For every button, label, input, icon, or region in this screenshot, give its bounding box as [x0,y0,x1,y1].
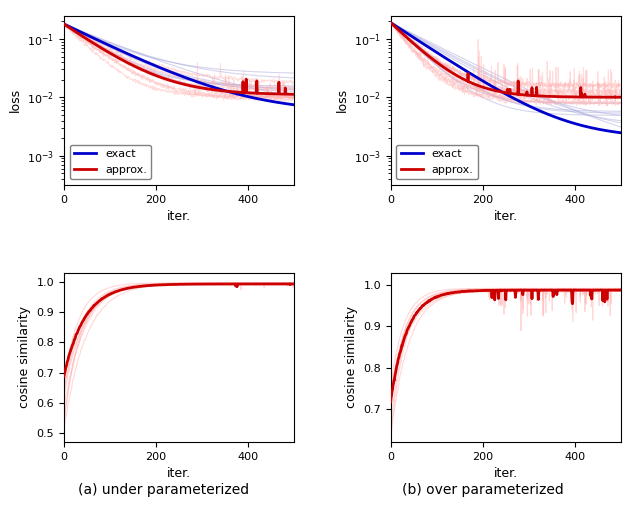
Y-axis label: cosine similarity: cosine similarity [345,306,358,408]
exact [290,101,298,108]
exact [248,95,256,101]
exact [524,102,531,108]
exact [511,96,519,102]
Y-axis label: loss: loss [9,88,22,112]
approx. [611,94,619,100]
approx. [575,94,583,100]
approx. [284,91,292,97]
approx. [60,21,68,27]
approx. [496,88,504,95]
X-axis label: iter.: iter. [167,210,191,223]
exact [284,101,292,107]
exact [616,129,624,136]
exact [60,21,68,27]
Legend: exact, approx.: exact, approx. [396,145,478,179]
X-axis label: iter.: iter. [493,210,518,223]
exact [611,129,619,135]
Y-axis label: loss: loss [335,88,348,112]
approx. [169,78,177,84]
exact [169,70,177,76]
exact [497,88,505,95]
approx. [248,90,256,96]
exact [197,80,205,86]
Line: exact: exact [64,24,294,105]
approx. [290,91,298,97]
Legend: exact, approx.: exact, approx. [70,145,152,179]
approx. [616,94,624,100]
Y-axis label: cosine similarity: cosine similarity [18,306,31,408]
approx. [497,89,505,95]
Line: approx.: approx. [64,24,294,94]
Line: exact: exact [390,23,620,133]
X-axis label: iter.: iter. [493,467,518,480]
exact [184,75,192,82]
approx. [511,91,519,97]
exact [387,20,394,26]
approx. [184,82,192,88]
Text: (b) over parameterized: (b) over parameterized [403,483,564,497]
approx. [387,20,394,26]
approx. [524,92,531,98]
approx. [171,79,179,85]
Text: (a) under parameterized: (a) under parameterized [77,483,249,497]
exact [575,122,583,128]
exact [496,88,504,94]
exact [171,70,179,76]
X-axis label: iter.: iter. [167,467,191,480]
approx. [197,85,205,91]
Line: approx.: approx. [390,23,620,97]
